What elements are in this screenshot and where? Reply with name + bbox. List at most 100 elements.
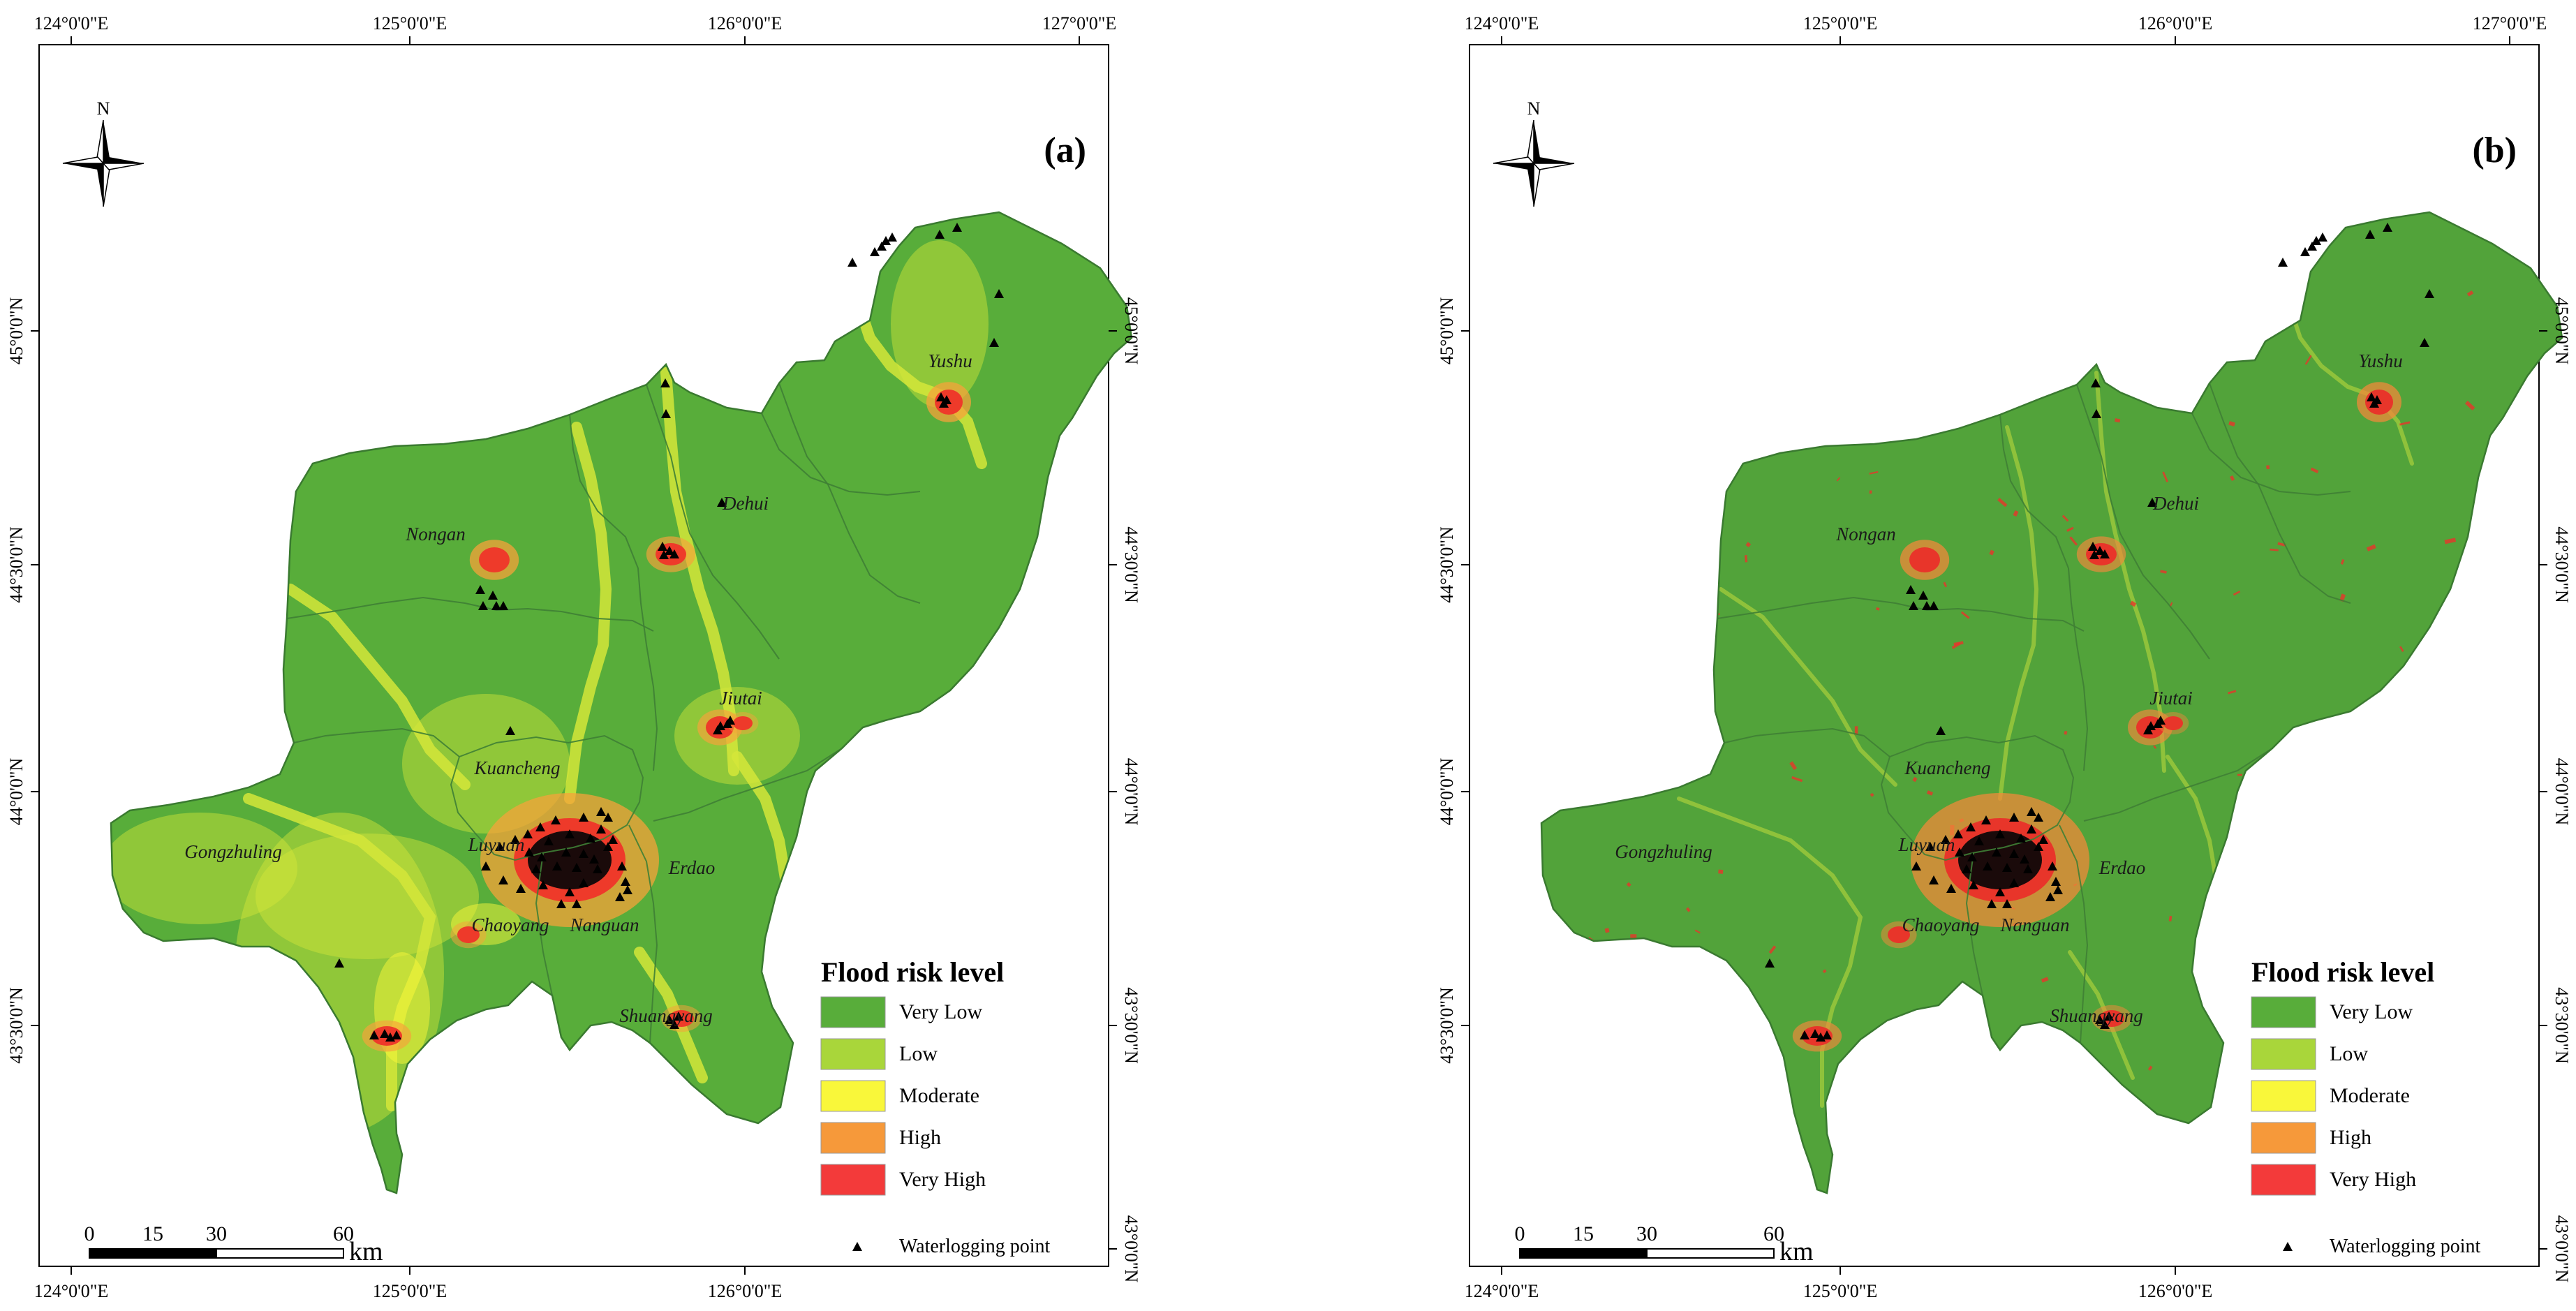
legend-swatch — [2251, 996, 2316, 1028]
place-label: Yushu — [928, 350, 972, 371]
waterlogging-point — [665, 1015, 674, 1024]
waterlogging-point — [552, 861, 562, 871]
waterlogging-point — [1822, 1030, 1832, 1039]
scale-unit: km — [349, 1237, 383, 1266]
place-label: Luyuan — [468, 834, 525, 855]
risk-speckle — [2310, 467, 2319, 473]
risk-speckle — [2064, 730, 2068, 735]
risk-speckle — [2266, 465, 2270, 470]
waterlogging-point — [1922, 601, 1932, 610]
lat-label-right: 43°0'0"N — [2552, 1215, 2572, 1283]
waterlogging-point — [481, 861, 491, 871]
river-zone — [2094, 371, 2166, 773]
place-label: Chaoyang — [1902, 914, 1980, 935]
waterlogging-point — [2027, 807, 2036, 816]
waterlogging-point — [603, 813, 613, 822]
waterlogging-point — [1765, 958, 1775, 968]
waterlogging-point — [603, 842, 613, 851]
map-panel-b: Yushu Dehui Nongan Jiutai Kuancheng Gongzhuli… — [1437, 13, 2572, 1301]
north-arrow-icon: N — [1493, 98, 1575, 207]
waterlogging-point — [2100, 549, 2110, 558]
district-boundary — [778, 383, 921, 604]
risk-speckle — [1854, 726, 1858, 735]
waterlogging-point — [491, 601, 501, 610]
lat-label-left: 43°30'0"N — [1437, 987, 1457, 1064]
risk-speckle — [2229, 475, 2235, 481]
risk-speckle — [2069, 536, 2078, 546]
district-boundary — [2209, 383, 2351, 604]
waterlogging-point — [723, 719, 732, 728]
district-boundary — [2083, 748, 2273, 822]
district-boundary — [569, 414, 658, 771]
legend-item-label: Low — [899, 1042, 938, 1065]
legend-title: Flood risk level — [821, 956, 1004, 988]
waterlogging-point — [1800, 1030, 1809, 1039]
risk-speckle — [2233, 591, 2241, 596]
waterlogging-point — [1974, 836, 1984, 845]
waterlogging-point — [2038, 835, 2048, 844]
scale-tick-label: 15 — [142, 1222, 163, 1245]
risk-speckle — [1943, 582, 1948, 588]
district-boundary — [2076, 384, 2210, 660]
waterlogging-point — [1946, 884, 1956, 893]
risk-speckle — [2464, 401, 2475, 410]
waterlogging-point — [524, 847, 534, 857]
waterlogging-point — [674, 1012, 683, 1021]
risk-speckle — [1768, 945, 1777, 954]
legend-point-label: Waterlogging point — [2330, 1236, 2480, 1257]
risk-speckle — [1685, 907, 1691, 912]
waterlogging-point — [623, 885, 632, 894]
risk-speckle — [2061, 514, 2069, 522]
waterlogging-point — [2009, 813, 2019, 822]
waterlogging-point — [498, 875, 508, 884]
legend-item-label: High — [2330, 1126, 2371, 1149]
waterlogging-point — [516, 884, 526, 893]
waterlogging-point — [2311, 236, 2321, 245]
lat-label-left: 44°30'0"N — [1437, 526, 1457, 603]
lat-label-right: 43°0'0"N — [1121, 1215, 1141, 1283]
waterlogging-point — [952, 223, 962, 232]
waterlogging-point-icon — [2283, 1242, 2293, 1251]
waterlogging-point — [1918, 591, 1928, 600]
waterlogging-point — [2369, 399, 2379, 408]
risk-speckle — [2153, 745, 2157, 749]
legend: Flood risk level Very Low Low Moderate High V… — [820, 956, 1050, 1257]
risk-speckle — [2466, 290, 2474, 297]
scale-tick-label: 60 — [1763, 1222, 1784, 1245]
legend-item-label: Low — [2330, 1042, 2368, 1065]
waterlogging-point — [1941, 835, 1950, 844]
waterlogging-point — [1995, 829, 2005, 838]
district-boundary — [1999, 414, 2089, 771]
risk-speckle — [1626, 882, 1631, 887]
legend-item-label: Moderate — [899, 1084, 979, 1107]
legend-swatch — [820, 1080, 886, 1112]
lat-label-left: 44°0'0"N — [6, 758, 27, 826]
river-zone — [850, 290, 987, 469]
waterlogging-point — [1995, 887, 2005, 896]
risk-speckle — [1953, 641, 1964, 646]
risk-speckle — [2013, 510, 2019, 517]
waterlogging-point — [380, 1029, 390, 1038]
district-boundary — [1724, 727, 1890, 757]
risk-speckle — [2228, 690, 2237, 695]
risk-speckle — [2162, 471, 2169, 482]
waterlogging-point — [551, 815, 561, 824]
waterlogging-point — [1909, 601, 1918, 610]
waterlogging-point — [535, 822, 545, 831]
study-area-outline — [110, 211, 1133, 1194]
place-label: Shuangyang — [619, 1005, 712, 1026]
lon-label-top: 127°0'0"E — [2473, 13, 2547, 34]
panel-label: (b) — [2472, 131, 2517, 170]
waterlogging-point — [2027, 824, 2036, 834]
legend-item-label: Very Low — [2330, 1000, 2413, 1023]
north-arrow-icon: N — [62, 98, 145, 207]
hotspot-very-high — [1909, 547, 1940, 572]
waterlogging-point — [2002, 899, 2012, 908]
waterlogging-point — [495, 842, 505, 851]
risk-speckle — [1604, 928, 1610, 933]
scale-tick-label: 30 — [206, 1222, 227, 1245]
legend-swatch — [2251, 1038, 2316, 1070]
river-zone — [660, 367, 739, 776]
